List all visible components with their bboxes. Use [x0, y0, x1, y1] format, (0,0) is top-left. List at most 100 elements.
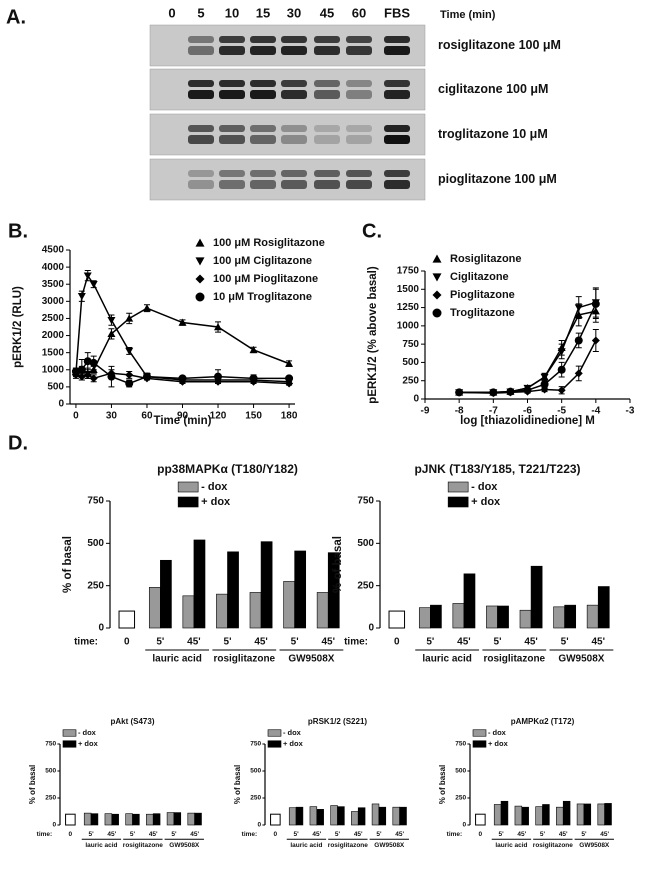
group-label: rosiglitazone — [213, 654, 275, 665]
x-tick-label: 5' — [291, 637, 299, 648]
marker — [214, 323, 223, 331]
x-tick-label: 45' — [395, 831, 404, 838]
x-tick-label: 45' — [524, 637, 538, 648]
bar — [493, 804, 502, 826]
y-tick-label: 750 — [87, 496, 104, 507]
bar — [586, 604, 599, 629]
marker — [591, 336, 600, 345]
x-tick-label: 5' — [376, 831, 382, 838]
y-axis-title: % of basal — [332, 536, 344, 593]
group-label: lauric acid — [290, 842, 322, 849]
y-tick-label: 750 — [357, 496, 374, 507]
group-label: lauric acid — [495, 842, 527, 849]
legend-swatch — [447, 496, 469, 508]
y-tick-label: 500 — [45, 768, 56, 775]
time-label: time: — [37, 831, 53, 838]
blot-band — [188, 135, 214, 144]
bar — [576, 803, 585, 826]
y-tick-label: 1250 — [397, 302, 420, 313]
y-tick-label: 750 — [402, 339, 419, 350]
legend-marker — [432, 308, 442, 318]
y-tick-label: 500 — [402, 357, 419, 368]
legend-swatch — [267, 740, 282, 748]
chart-title: pRSK1/2 (S221) — [308, 717, 367, 726]
blot-strip — [149, 68, 426, 111]
blot-band — [346, 36, 372, 43]
legend-label: 100 μM Ciglitazone — [213, 255, 312, 267]
group-label: GW9508X — [288, 654, 334, 665]
marker — [77, 293, 86, 301]
bar — [604, 803, 612, 826]
legend-label: - dox — [201, 481, 228, 493]
marker — [540, 380, 549, 389]
blot-band — [384, 90, 410, 99]
x-tick-label: 5' — [426, 637, 434, 648]
x-tick-label: 45' — [600, 831, 609, 838]
bar — [597, 803, 605, 826]
blot-band — [346, 80, 372, 87]
marker — [83, 370, 92, 379]
lane-label: 10 — [225, 5, 239, 20]
blot-strip — [149, 24, 426, 67]
group-label: rosiglitazone — [483, 654, 545, 665]
legend-marker — [195, 238, 205, 247]
blot-band — [250, 46, 276, 55]
legend-label: - dox — [283, 728, 302, 737]
bar — [371, 803, 380, 826]
bar — [118, 610, 136, 629]
bar — [562, 800, 571, 826]
bar — [430, 604, 442, 629]
legend-swatch — [177, 481, 199, 493]
blot-band — [384, 180, 410, 189]
blot-band — [346, 46, 372, 55]
x-tick-label: 180 — [281, 411, 298, 422]
blot-band — [281, 80, 307, 87]
bar — [388, 610, 406, 629]
blot-band — [314, 46, 340, 55]
blot-strip — [149, 113, 426, 156]
marker — [142, 372, 151, 381]
bar — [160, 559, 172, 629]
bar — [399, 806, 407, 826]
y-tick-label: 1000 — [42, 364, 65, 375]
bar — [295, 806, 304, 826]
x-tick-label: 30 — [106, 411, 118, 422]
blot-band — [219, 125, 245, 132]
bar — [497, 605, 509, 629]
bar — [125, 813, 133, 826]
panel-label: D. — [8, 432, 28, 454]
bar — [249, 592, 262, 629]
blot-band — [250, 135, 276, 144]
y-tick-label: 0 — [58, 399, 64, 410]
blot-band — [384, 80, 410, 87]
y-tick-label: 250 — [357, 580, 374, 591]
blot-band — [281, 135, 307, 144]
y-axis-title: % of basal — [438, 765, 447, 805]
legend-label: Troglitazone — [450, 307, 515, 319]
blot-band — [250, 180, 276, 189]
blot-band — [219, 80, 245, 87]
bar — [65, 813, 76, 826]
blot-band — [346, 135, 372, 144]
blot-band — [188, 90, 214, 99]
legend-marker — [432, 254, 442, 263]
blot-strip — [149, 158, 426, 201]
chart-title: pJNK (T183/Y185, T221/T223) — [414, 462, 580, 476]
marker — [107, 316, 116, 325]
blot-band — [188, 180, 214, 189]
blot-band — [346, 180, 372, 189]
legend-label: + dox — [283, 739, 304, 748]
legend-label: - dox — [471, 481, 498, 493]
marker — [249, 345, 258, 354]
marker — [540, 373, 549, 382]
bar — [187, 812, 195, 826]
bar — [260, 541, 273, 629]
bar — [475, 813, 486, 826]
bar — [463, 573, 476, 629]
marker — [285, 359, 294, 367]
x-tick-label: 5' — [88, 831, 94, 838]
legend-marker — [195, 292, 205, 302]
legend-label: 100 μM Pioglitazone — [213, 273, 318, 285]
marker — [125, 370, 134, 379]
series-line — [459, 310, 596, 394]
